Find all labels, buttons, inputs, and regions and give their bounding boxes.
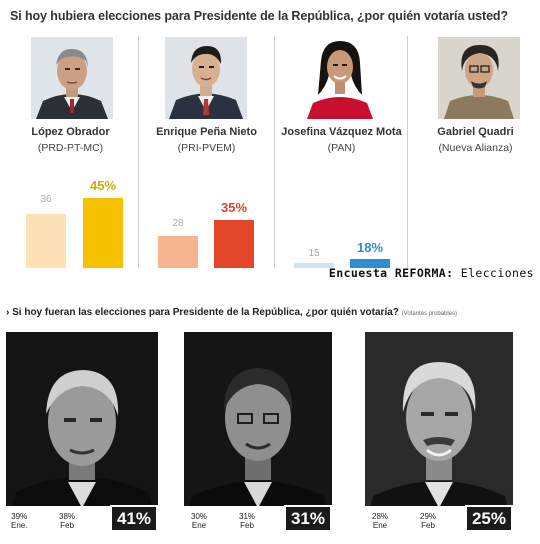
candidate-name: Gabriel Quadri [437, 126, 514, 138]
bottom-question-text: › Si hoy fueran las elecciones para Pres… [6, 307, 399, 318]
column-divider [138, 36, 139, 268]
candidate-column: Gabriel Quadri (Nueva Alianza) [408, 0, 540, 268]
candidate-name: Enrique Peña Nieto [156, 126, 257, 138]
stat-february-value: 38% [59, 512, 76, 521]
stat-january-value: 39% [11, 512, 28, 521]
stat-january: 39% Ene. [10, 512, 29, 530]
stat-february-value: 31% [239, 512, 256, 521]
candidate-column: López Obrador (PRD-PT-MC) 36 45% [3, 0, 138, 268]
candidate-party: (PRD-PT-MC) [37, 142, 104, 154]
candidate-name: López Obrador [31, 126, 110, 138]
bar-label-current: 45% [89, 178, 117, 193]
column-divider [407, 36, 408, 268]
stat-january-label: Ene [372, 521, 388, 530]
stat-january-label: Ene. [11, 521, 28, 530]
stat-february-label: Feb [60, 521, 74, 530]
stat-january: 28% Ene [371, 512, 390, 530]
stat-february-label: Feb [421, 521, 435, 530]
bottom-poll-panel: › Si hoy fueran las elecciones para Pres… [0, 290, 540, 544]
candidate-photo [31, 37, 113, 119]
candidate-column: Josefina Vázquez Mota (PAN) 15 18% [274, 0, 409, 268]
top-poll-panel: Si hoy hubiera elecciones para President… [0, 0, 540, 280]
candidate-photo [299, 37, 381, 119]
bar-current [83, 198, 123, 268]
stat-february: 29% Feb [419, 512, 438, 530]
stat-result-badge: 25% [464, 505, 513, 532]
stat-february: 38% Feb [58, 512, 77, 530]
bar-current [214, 220, 254, 268]
bar-label-previous: 36 [40, 194, 52, 205]
candidate-photo [165, 37, 247, 119]
source-brand: REFORMA: [394, 266, 454, 280]
candidate-name: Josefina Vázquez Mota [281, 126, 402, 138]
candidate-photo [438, 37, 520, 119]
bar-previous [294, 263, 334, 268]
bar-label-current: 18% [356, 240, 384, 255]
candidate-party: (PRI-PVEM) [177, 142, 236, 154]
bar-label-previous: 28 [172, 218, 184, 229]
bar-label-previous: 15 [308, 248, 320, 259]
stat-january-value: 30% [191, 512, 208, 521]
stat-january: 30% Ene [190, 512, 209, 530]
candidate-party: (PAN) [327, 142, 356, 154]
column-divider [274, 36, 275, 268]
stat-february-value: 29% [420, 512, 437, 521]
candidate-party: (Nueva Alianza) [438, 142, 513, 154]
candidate-portrait [184, 332, 332, 532]
bottom-question: › Si hoy fueran las elecciones para Pres… [6, 307, 457, 318]
stat-january-label: Ene [191, 521, 207, 530]
source-prefix: Encuesta [328, 266, 395, 280]
candidate-card: 28% Ene 29% Feb 25% [365, 332, 513, 532]
stat-result-badge: 31% [283, 505, 332, 532]
stat-february: 31% Feb [238, 512, 257, 530]
stat-february-label: Feb [240, 521, 254, 530]
top-question: Si hoy hubiera elecciones para President… [10, 9, 508, 23]
source-suffix: Elecciones [453, 266, 534, 280]
candidate-card: 39% Ene. 38% Feb 41% [6, 332, 158, 532]
candidate-column: Enrique Peña Nieto (PRI-PVEM) 28 35% [139, 0, 274, 268]
candidate-card: 30% Ene 31% Feb 31% [184, 332, 332, 532]
stat-january-value: 28% [372, 512, 389, 521]
bottom-question-note: (Votantes probables) [401, 311, 458, 317]
source-credit: Encuesta REFORMA: Elecciones [329, 266, 534, 280]
bar-previous [158, 236, 198, 268]
candidate-portrait [365, 332, 513, 532]
bar-current [350, 259, 390, 268]
candidate-portrait [6, 332, 158, 532]
bar-previous [26, 214, 66, 268]
stat-result-badge: 41% [109, 505, 158, 532]
bar-label-current: 35% [220, 200, 248, 215]
